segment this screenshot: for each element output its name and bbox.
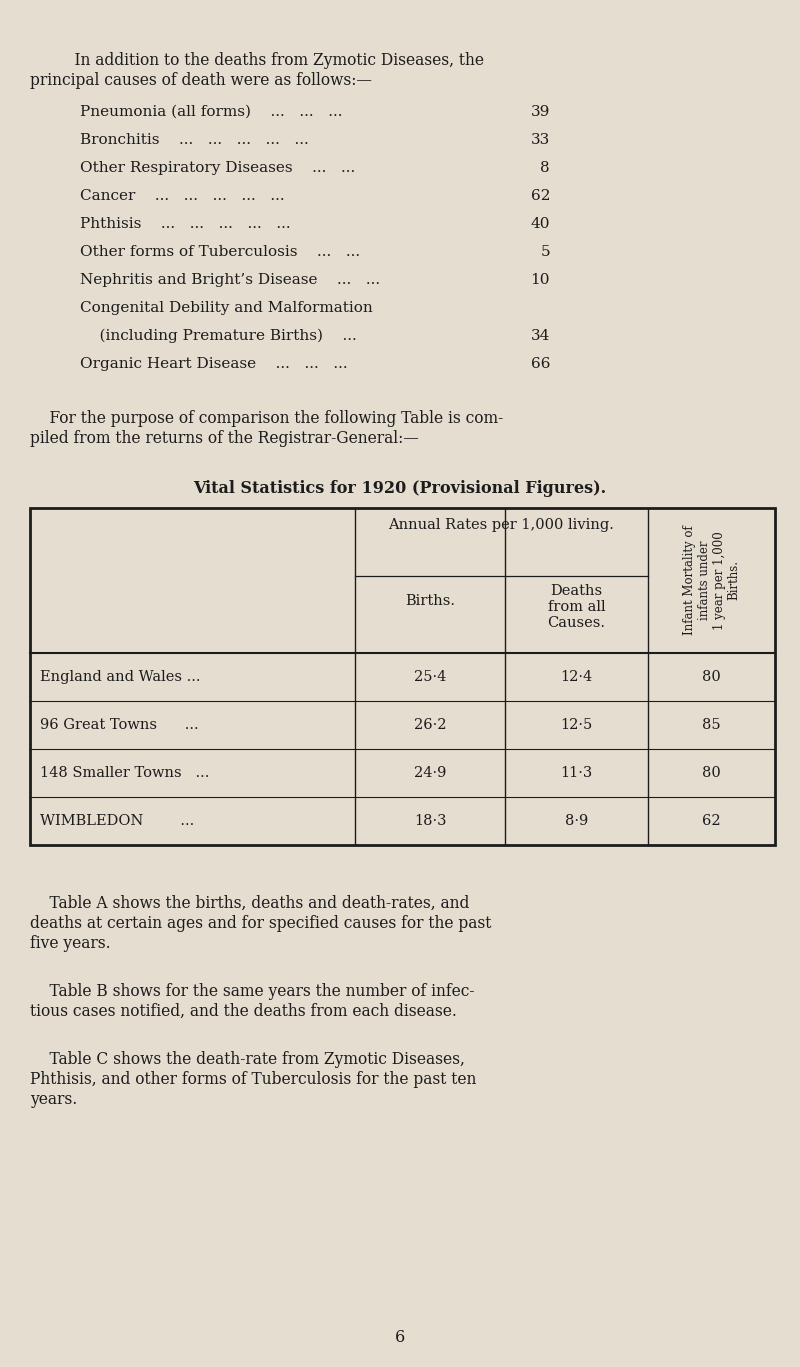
Text: Deaths
from all
Causes.: Deaths from all Causes. — [547, 584, 606, 630]
Text: Table A shows the births, deaths and death-rates, and: Table A shows the births, deaths and dea… — [30, 895, 470, 912]
Text: 11·3: 11·3 — [560, 766, 593, 781]
Text: Bronchitis    ...   ...   ...   ...   ...: Bronchitis ... ... ... ... ... — [80, 133, 309, 148]
Text: 18·3: 18·3 — [414, 813, 446, 828]
Text: 80: 80 — [702, 766, 721, 781]
Text: Cancer    ...   ...   ...   ...   ...: Cancer ... ... ... ... ... — [80, 189, 285, 204]
Text: 34: 34 — [530, 329, 550, 343]
Text: 8·9: 8·9 — [565, 813, 588, 828]
Text: Phthisis, and other forms of Tuberculosis for the past ten: Phthisis, and other forms of Tuberculosi… — [30, 1070, 476, 1088]
Text: piled from the returns of the Registrar-General:—: piled from the returns of the Registrar-… — [30, 431, 418, 447]
Text: 24·9: 24·9 — [414, 766, 446, 781]
Text: Births.: Births. — [405, 595, 455, 608]
Text: Phthisis    ...   ...   ...   ...   ...: Phthisis ... ... ... ... ... — [80, 217, 290, 231]
Text: years.: years. — [30, 1091, 78, 1109]
Text: 80: 80 — [702, 670, 721, 684]
Text: deaths at certain ages and for specified causes for the past: deaths at certain ages and for specified… — [30, 915, 491, 932]
Text: 85: 85 — [702, 718, 721, 731]
Text: 12·4: 12·4 — [560, 670, 593, 684]
Text: For the purpose of comparison the following Table is com-: For the purpose of comparison the follow… — [30, 410, 503, 427]
Text: tious cases notified, and the deaths from each disease.: tious cases notified, and the deaths fro… — [30, 1003, 457, 1020]
Text: 62: 62 — [702, 813, 721, 828]
Text: Organic Heart Disease    ...   ...   ...: Organic Heart Disease ... ... ... — [80, 357, 348, 370]
Text: 39: 39 — [530, 105, 550, 119]
Text: Congenital Debility and Malformation: Congenital Debility and Malformation — [80, 301, 382, 314]
Text: Annual Rates per 1,000 living.: Annual Rates per 1,000 living. — [389, 518, 614, 532]
Text: 8: 8 — [540, 161, 550, 175]
Text: Table B shows for the same years the number of infec-: Table B shows for the same years the num… — [30, 983, 474, 1001]
Text: WIMBLEDON        ...: WIMBLEDON ... — [40, 813, 194, 828]
Text: Pneumonia (all forms)    ...   ...   ...: Pneumonia (all forms) ... ... ... — [80, 105, 342, 119]
Text: 66: 66 — [530, 357, 550, 370]
Text: Other forms of Tuberculosis    ...   ...: Other forms of Tuberculosis ... ... — [80, 245, 360, 258]
Text: 6: 6 — [395, 1329, 405, 1346]
Text: Other Respiratory Diseases    ...   ...: Other Respiratory Diseases ... ... — [80, 161, 355, 175]
Text: England and Wales ...: England and Wales ... — [40, 670, 201, 684]
Bar — [30, 509, 775, 845]
Text: (including Premature Births)    ...: (including Premature Births) ... — [80, 329, 357, 343]
Text: principal causes of death were as follows:—: principal causes of death were as follow… — [30, 72, 372, 89]
Text: five years.: five years. — [30, 935, 110, 951]
Text: 5: 5 — [540, 245, 550, 258]
Text: Table C shows the death-rate from Zymotic Diseases,: Table C shows the death-rate from Zymoti… — [30, 1051, 465, 1068]
Text: In addition to the deaths from Zymotic Diseases, the: In addition to the deaths from Zymotic D… — [55, 52, 484, 68]
Text: 148 Smaller Towns   ...: 148 Smaller Towns ... — [40, 766, 210, 781]
Text: 12·5: 12·5 — [560, 718, 593, 731]
Text: 62: 62 — [530, 189, 550, 204]
Text: 96 Great Towns      ...: 96 Great Towns ... — [40, 718, 198, 731]
Text: 33: 33 — [530, 133, 550, 148]
Text: 26·2: 26·2 — [414, 718, 446, 731]
Text: 10: 10 — [530, 273, 550, 287]
Text: 25·4: 25·4 — [414, 670, 446, 684]
Text: 40: 40 — [530, 217, 550, 231]
Text: Nephritis and Bright’s Disease    ...   ...: Nephritis and Bright’s Disease ... ... — [80, 273, 380, 287]
Text: Infant Mortality of
infants under
1 year per 1,000
Births.: Infant Mortality of infants under 1 year… — [682, 526, 741, 636]
Text: Vital Statistics for 1920 (Provisional Figures).: Vital Statistics for 1920 (Provisional F… — [194, 480, 606, 498]
